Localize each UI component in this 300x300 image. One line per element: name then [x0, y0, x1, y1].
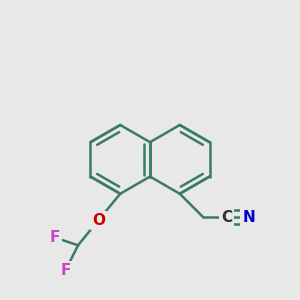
Text: C: C	[221, 210, 232, 225]
Text: N: N	[242, 210, 255, 225]
Text: F: F	[50, 230, 60, 245]
Text: O: O	[92, 213, 105, 228]
Text: F: F	[60, 263, 71, 278]
